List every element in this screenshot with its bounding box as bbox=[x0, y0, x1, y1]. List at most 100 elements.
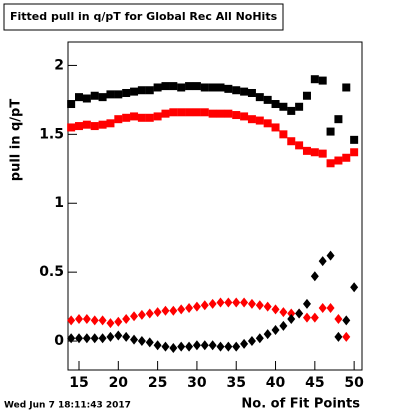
marker-diamond bbox=[153, 307, 162, 318]
marker-square bbox=[216, 83, 225, 92]
marker-square bbox=[75, 122, 84, 131]
marker-square bbox=[192, 82, 201, 91]
marker-diamond bbox=[302, 312, 311, 323]
marker-square bbox=[240, 87, 249, 96]
marker-square bbox=[271, 100, 280, 109]
marker-diamond bbox=[122, 314, 131, 325]
marker-diamond bbox=[271, 304, 280, 315]
marker-square bbox=[216, 109, 225, 118]
marker-diamond bbox=[247, 336, 256, 347]
marker-diamond bbox=[310, 312, 319, 323]
y-axis-label: pull in q/pT bbox=[9, 99, 24, 182]
marker-diamond bbox=[82, 314, 91, 325]
marker-diamond bbox=[130, 311, 139, 322]
marker-square bbox=[279, 102, 288, 111]
marker-square bbox=[114, 115, 123, 124]
marker-diamond bbox=[318, 302, 327, 313]
marker-diamond bbox=[161, 305, 170, 316]
marker-square bbox=[350, 148, 359, 157]
x-tick-label: 20 bbox=[109, 375, 129, 391]
marker-square bbox=[302, 91, 311, 100]
marker-square bbox=[153, 83, 162, 92]
marker-diamond bbox=[185, 302, 194, 313]
marker-diamond bbox=[334, 314, 343, 325]
marker-diamond bbox=[279, 307, 288, 318]
y-tick-label: 1 bbox=[54, 195, 64, 211]
marker-diamond bbox=[224, 341, 233, 352]
marker-diamond bbox=[130, 334, 139, 345]
marker-square bbox=[106, 119, 115, 128]
marker-diamond bbox=[169, 342, 178, 353]
marker-diamond bbox=[208, 340, 217, 351]
marker-square bbox=[208, 109, 217, 118]
marker-diamond bbox=[216, 297, 225, 308]
marker-diamond bbox=[90, 333, 99, 344]
marker-diamond bbox=[67, 333, 76, 344]
marker-diamond bbox=[145, 308, 154, 319]
marker-diamond bbox=[263, 301, 272, 312]
marker-diamond bbox=[255, 333, 264, 344]
marker-diamond bbox=[82, 333, 91, 344]
marker-square bbox=[334, 115, 343, 124]
marker-square bbox=[310, 148, 319, 157]
marker-square bbox=[263, 119, 272, 128]
marker-square bbox=[185, 82, 194, 91]
marker-diamond bbox=[200, 340, 209, 351]
marker-square bbox=[295, 141, 304, 150]
marker-square bbox=[185, 108, 194, 117]
marker-diamond bbox=[75, 314, 84, 325]
marker-square bbox=[161, 109, 170, 118]
marker-square bbox=[114, 90, 123, 99]
marker-square bbox=[106, 90, 115, 99]
marker-square bbox=[318, 76, 327, 85]
marker-diamond bbox=[145, 337, 154, 348]
marker-diamond bbox=[318, 256, 327, 267]
x-tick-label: 15 bbox=[69, 375, 88, 391]
marker-square bbox=[169, 108, 178, 117]
marker-square bbox=[75, 93, 84, 102]
marker-diamond bbox=[302, 298, 311, 309]
marker-square bbox=[342, 83, 351, 92]
marker-square bbox=[279, 130, 288, 139]
marker-diamond bbox=[326, 302, 335, 313]
marker-diamond bbox=[240, 297, 249, 308]
x-tick-label: 45 bbox=[305, 375, 324, 391]
x-tick-label: 40 bbox=[266, 375, 286, 391]
marker-square bbox=[342, 153, 351, 162]
marker-square bbox=[302, 146, 311, 155]
marker-square bbox=[145, 113, 154, 122]
marker-square bbox=[295, 102, 304, 111]
marker-diamond bbox=[255, 300, 264, 311]
marker-square bbox=[177, 83, 186, 92]
marker-square bbox=[122, 113, 131, 122]
marker-diamond bbox=[137, 309, 146, 320]
x-tick-label: 35 bbox=[226, 375, 245, 391]
marker-square bbox=[177, 108, 186, 117]
marker-diamond bbox=[185, 341, 194, 352]
marker-square bbox=[326, 127, 335, 136]
marker-square bbox=[310, 75, 319, 84]
marker-diamond bbox=[271, 325, 280, 336]
marker-diamond bbox=[342, 315, 351, 326]
marker-square bbox=[255, 116, 264, 125]
marker-square bbox=[263, 95, 272, 104]
title-box bbox=[3, 3, 284, 31]
marker-square bbox=[326, 159, 335, 168]
marker-diamond bbox=[295, 308, 304, 319]
marker-diamond bbox=[342, 331, 351, 342]
marker-diamond bbox=[161, 341, 170, 352]
marker-square bbox=[232, 111, 241, 120]
marker-diamond bbox=[216, 341, 225, 352]
timestamp: Wed Jun 7 18:11:43 2017 bbox=[4, 401, 131, 411]
marker-square bbox=[200, 83, 209, 92]
marker-diamond bbox=[263, 329, 272, 340]
marker-diamond bbox=[192, 301, 201, 312]
marker-square bbox=[318, 149, 327, 158]
marker-diamond bbox=[279, 320, 288, 331]
marker-diamond bbox=[137, 336, 146, 347]
marker-square bbox=[67, 123, 76, 132]
marker-diamond bbox=[224, 297, 233, 308]
marker-square bbox=[153, 112, 162, 121]
marker-diamond bbox=[177, 341, 186, 352]
